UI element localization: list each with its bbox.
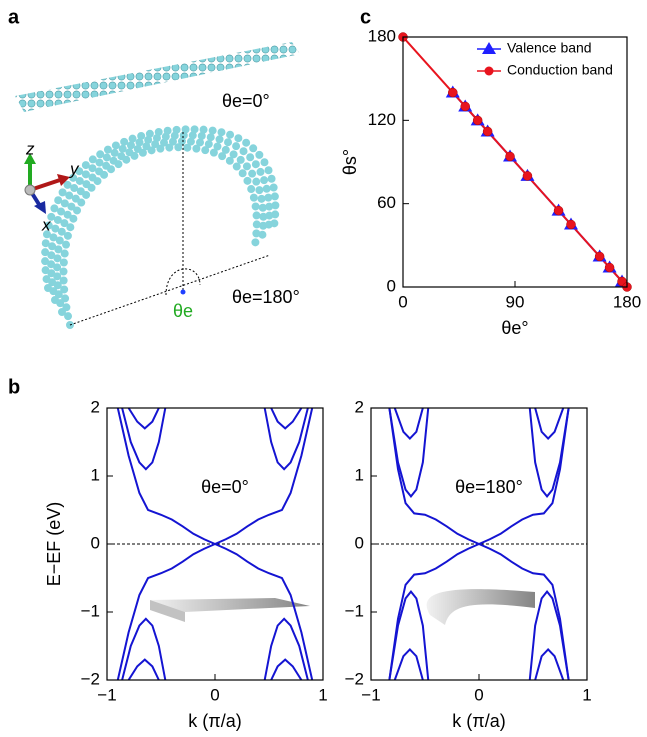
data-line [534,408,565,441]
data-line [121,408,167,471]
marker [505,151,515,162]
angle-arc [165,268,201,296]
x-tick-label: 90 [506,292,525,311]
inset-ribbon [150,589,535,625]
data-line [263,617,309,680]
marker [482,126,493,137]
data-line [127,658,160,680]
axis-name: x [41,215,51,234]
y-axis-label: θs° [340,149,360,175]
axis-name: z [25,139,35,158]
y-tick-label: 1 [355,465,364,484]
plot-area [388,408,570,680]
data-line [393,408,424,441]
y-tick-label: 2 [355,397,364,416]
flat-ribbon [15,42,300,112]
legend-marker [484,66,494,76]
y-tick-label: −1 [81,601,100,620]
marker [553,205,564,216]
x-tick-label: 1 [318,685,327,704]
legend-label: Conduction band [507,62,613,78]
x-tick-label: −1 [361,685,380,704]
marker [522,171,533,181]
x-tick-label: 180 [613,292,641,311]
data-line [528,408,570,499]
y-tick-label: 120 [368,110,396,129]
axis-name: y [69,159,80,178]
dashed-guide [69,254,271,326]
curved-ribbon [41,125,280,329]
y-tick-label: 0 [355,533,364,552]
y-tick-label: 180 [368,26,396,45]
y-tick-label: 1 [91,465,100,484]
graphene-illustration: z y x θe=0° θe=180° θe [15,42,300,329]
panel-label: b [8,376,20,398]
legend-label: Valence band [507,40,592,56]
data-line [270,658,303,680]
marker [594,251,605,262]
data-line [116,408,314,680]
y-tick-label: 60 [377,193,396,212]
axis-arrowhead [57,174,70,186]
marker [448,87,458,98]
data-line [534,647,565,680]
x-axis-label: k (π/a) [188,711,241,731]
panel-label: a [8,6,20,28]
data-line [270,408,303,430]
annotation: θe=180° [455,477,523,497]
marker [472,115,483,126]
y-tick-label: −2 [345,669,364,688]
x-tick-label: 0 [398,292,407,311]
legend-marker [482,42,496,54]
axis-arrowhead [34,201,46,214]
data-line [388,408,430,499]
data-line [388,408,570,680]
data-line [121,617,167,680]
axis-origin [24,184,36,196]
center-point [180,289,186,295]
data-line [388,589,430,680]
x-tick-label: 0 [210,685,219,704]
data-line [263,408,309,471]
marker [604,262,615,273]
data-line [127,408,160,430]
x-tick-label: 0 [474,685,483,704]
marker [566,219,576,230]
y-axis-label: E−EF (eV) [44,502,64,587]
x-tick-label: 1 [582,685,591,704]
y-tick-label: 0 [91,533,100,552]
x-axis-label: k (π/a) [452,711,505,731]
annotation: θe=180° [232,287,300,307]
y-tick-label: 0 [387,276,396,295]
plot-area [116,408,314,680]
x-axis-label: θe° [501,318,528,338]
axis-arrowhead [24,153,36,164]
annotation: θe=0° [222,91,270,111]
marker [460,101,470,112]
x-tick-label: −1 [97,685,116,704]
y-tick-label: 2 [91,397,100,416]
annotation: θe=0° [201,477,249,497]
data-line [393,647,424,680]
y-tick-label: −1 [345,601,364,620]
data-line [528,589,570,680]
annotation: θe [173,301,193,321]
y-tick-label: −2 [81,669,100,688]
panel-label: c [360,6,371,28]
